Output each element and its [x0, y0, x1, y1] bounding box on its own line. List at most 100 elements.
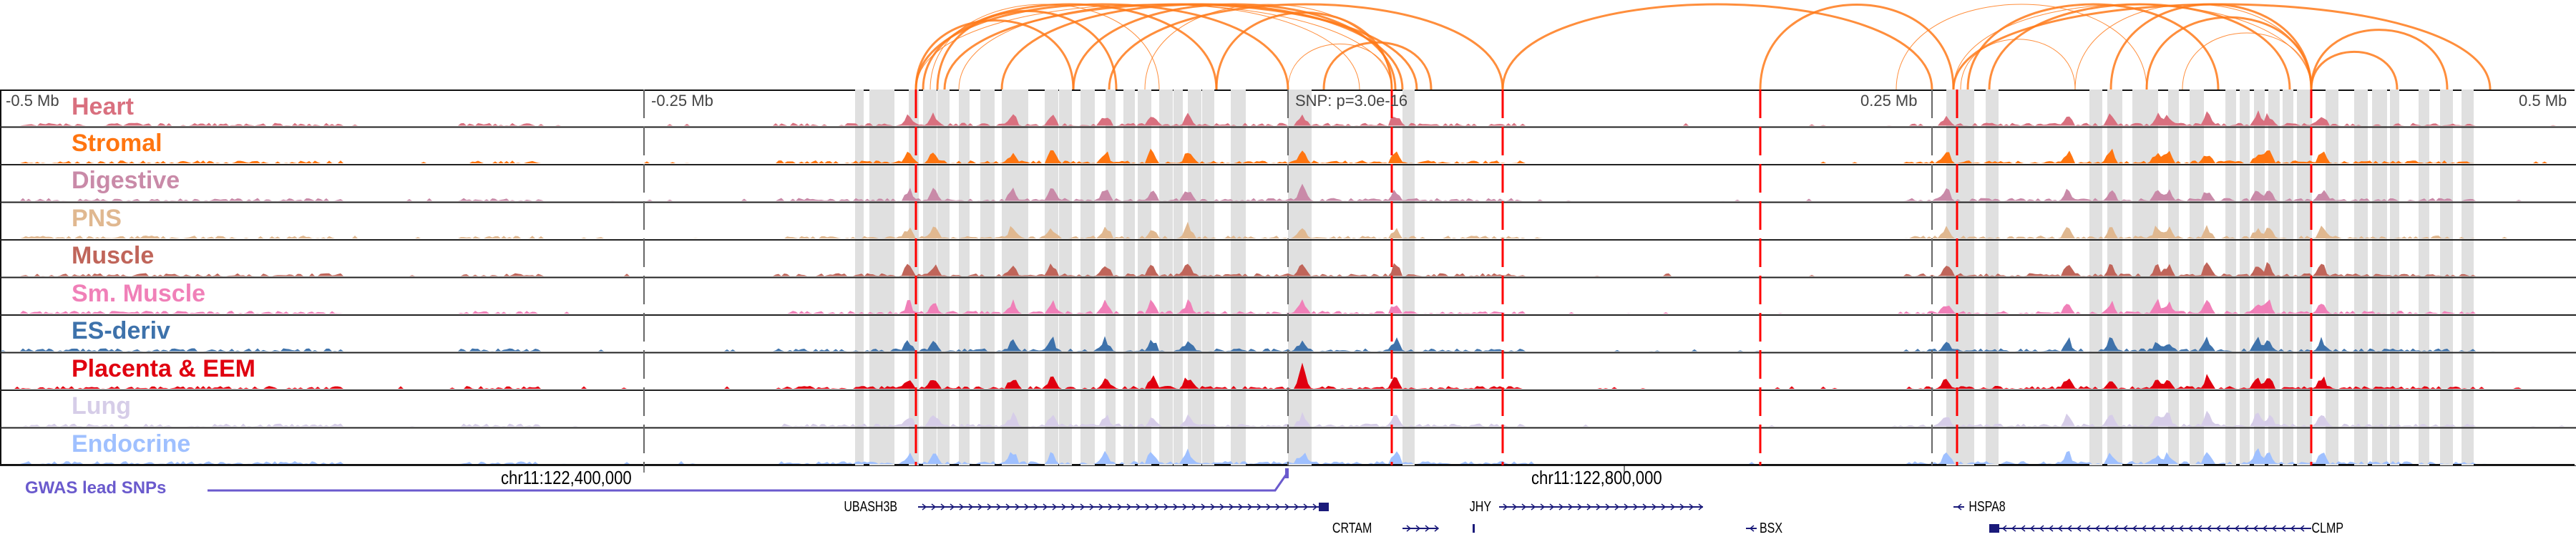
- loop-arc: [1960, 39, 2076, 90]
- chromatin-loop-arcs: [914, 3, 2492, 90]
- strand-arrow: [2113, 525, 2119, 532]
- strand-arrow: [1689, 503, 1694, 511]
- gwas-connector: [208, 473, 1288, 492]
- strand-arrow: [1670, 503, 1676, 511]
- loop-arc: [1287, 43, 1392, 90]
- strand-arrow: [2160, 525, 2165, 532]
- strand-arrow: [1605, 503, 1611, 511]
- strand-arrow: [1275, 503, 1281, 511]
- strand-arrow: [1089, 503, 1095, 511]
- strand-arrow: [1210, 503, 1216, 511]
- strand-arrow: [1015, 503, 1020, 511]
- gene-ubash3b[interactable]: UBASH3B: [844, 499, 898, 515]
- loop-arc: [2109, 3, 2313, 90]
- strand-arrow: [2057, 525, 2063, 532]
- track-label: ES-deriv: [72, 317, 170, 344]
- loop-arc: [1759, 4, 1955, 90]
- loop-arc: [2074, 4, 2312, 90]
- exon: [1989, 524, 1999, 533]
- gwas-track-label: GWAS lead SNPs: [25, 478, 167, 498]
- strand-arrow: [2299, 525, 2305, 532]
- strand-arrow: [2104, 525, 2109, 532]
- strand-arrow: [1182, 503, 1188, 511]
- strand-arrow: [1586, 503, 1592, 511]
- ruler-label: -0.25 Mb: [651, 92, 713, 110]
- strand-arrow: [977, 503, 983, 511]
- gene-hspa8[interactable]: HSPA8: [1968, 499, 2006, 515]
- ruler-label: 0.25 Mb: [1860, 92, 1918, 110]
- annotation-area: [0, 465, 2576, 533]
- strand-arrow: [1219, 503, 1225, 511]
- strand-arrow: [1596, 503, 1601, 511]
- strand-arrow: [2011, 525, 2016, 532]
- track-label: PNS: [72, 204, 122, 232]
- gene-clmp[interactable]: CLMP: [2311, 521, 2344, 536]
- strand-arrow: [1117, 503, 1123, 511]
- strand-arrow: [1033, 503, 1039, 511]
- signal-placenta-eem: [0, 362, 2576, 389]
- strand-arrow: [1521, 503, 1527, 511]
- loop-arc: [1322, 41, 1433, 90]
- strand-arrow: [959, 503, 965, 511]
- signal-es-deriv: [0, 336, 2576, 352]
- strand-arrow: [1577, 503, 1583, 511]
- strand-arrow: [2039, 525, 2044, 532]
- loop-arc: [2145, 16, 2313, 90]
- strand-arrow: [1070, 503, 1076, 511]
- strand-arrow: [1154, 503, 1160, 511]
- strand-arrow: [2197, 525, 2202, 532]
- strand-arrow: [2141, 525, 2147, 532]
- loop-arc: [914, 19, 1075, 90]
- strand-arrow: [1173, 503, 1179, 511]
- signal-heart: [0, 110, 2576, 126]
- strand-arrow: [2067, 525, 2072, 532]
- coordinate-label: chr11:122,400,000: [501, 467, 632, 488]
- strand-arrow: [1201, 503, 1206, 511]
- track-label: Endocrine: [72, 430, 191, 458]
- gene-bsx[interactable]: BSX: [1760, 521, 1783, 536]
- strand-arrow: [2178, 525, 2184, 532]
- strand-arrow: [2150, 525, 2156, 532]
- strand-arrow: [950, 503, 955, 511]
- strand-arrow: [1061, 503, 1067, 511]
- snp-pvalue-label: SNP: p=3.0e-16: [1295, 92, 1408, 110]
- loop-arc: [930, 4, 1160, 90]
- strand-arrow: [2262, 525, 2268, 532]
- signal-sm-muscle: [0, 299, 2576, 314]
- gene-jhy[interactable]: JHY: [1469, 499, 1492, 515]
- strand-arrow: [2280, 525, 2286, 532]
- strand-arrow: [1425, 525, 1430, 532]
- track-label: Heart: [72, 93, 134, 120]
- strand-arrow: [2215, 525, 2221, 532]
- loop-arc: [1896, 4, 2147, 90]
- loop-arc: [1501, 3, 1933, 90]
- strand-arrow: [1312, 503, 1318, 511]
- strand-arrow: [1549, 503, 1555, 511]
- strand-arrow: [1661, 503, 1667, 511]
- loop-arc: [2310, 29, 2449, 90]
- strand-arrow: [2169, 525, 2175, 532]
- gene-crtam[interactable]: CRTAM: [1332, 521, 1372, 536]
- signal-endocrine: [0, 448, 2576, 464]
- strand-arrow: [1415, 525, 1421, 532]
- strand-arrow: [1558, 503, 1564, 511]
- strand-arrow: [1145, 503, 1151, 511]
- strand-arrow: [1080, 503, 1085, 511]
- loop-arc: [958, 4, 1360, 90]
- strand-arrow: [2187, 525, 2193, 532]
- strand-arrow: [2206, 525, 2212, 532]
- strand-arrow: [1191, 503, 1197, 511]
- strand-arrow: [1652, 503, 1657, 511]
- signal-pns: [0, 221, 2576, 238]
- strand-arrow: [1229, 503, 1234, 511]
- ruler-label: 0.5 Mb: [2519, 92, 2567, 110]
- loop-arc: [943, 3, 1418, 90]
- strand-arrow: [1512, 503, 1518, 511]
- gwas-snp-marker: [1285, 468, 1289, 478]
- loop-arc: [1072, 3, 1397, 90]
- strand-arrow: [1614, 503, 1620, 511]
- strand-arrow: [968, 503, 974, 511]
- strand-arrow: [996, 503, 1002, 511]
- loop-arc: [2182, 32, 2312, 90]
- loop-arc: [922, 3, 1218, 90]
